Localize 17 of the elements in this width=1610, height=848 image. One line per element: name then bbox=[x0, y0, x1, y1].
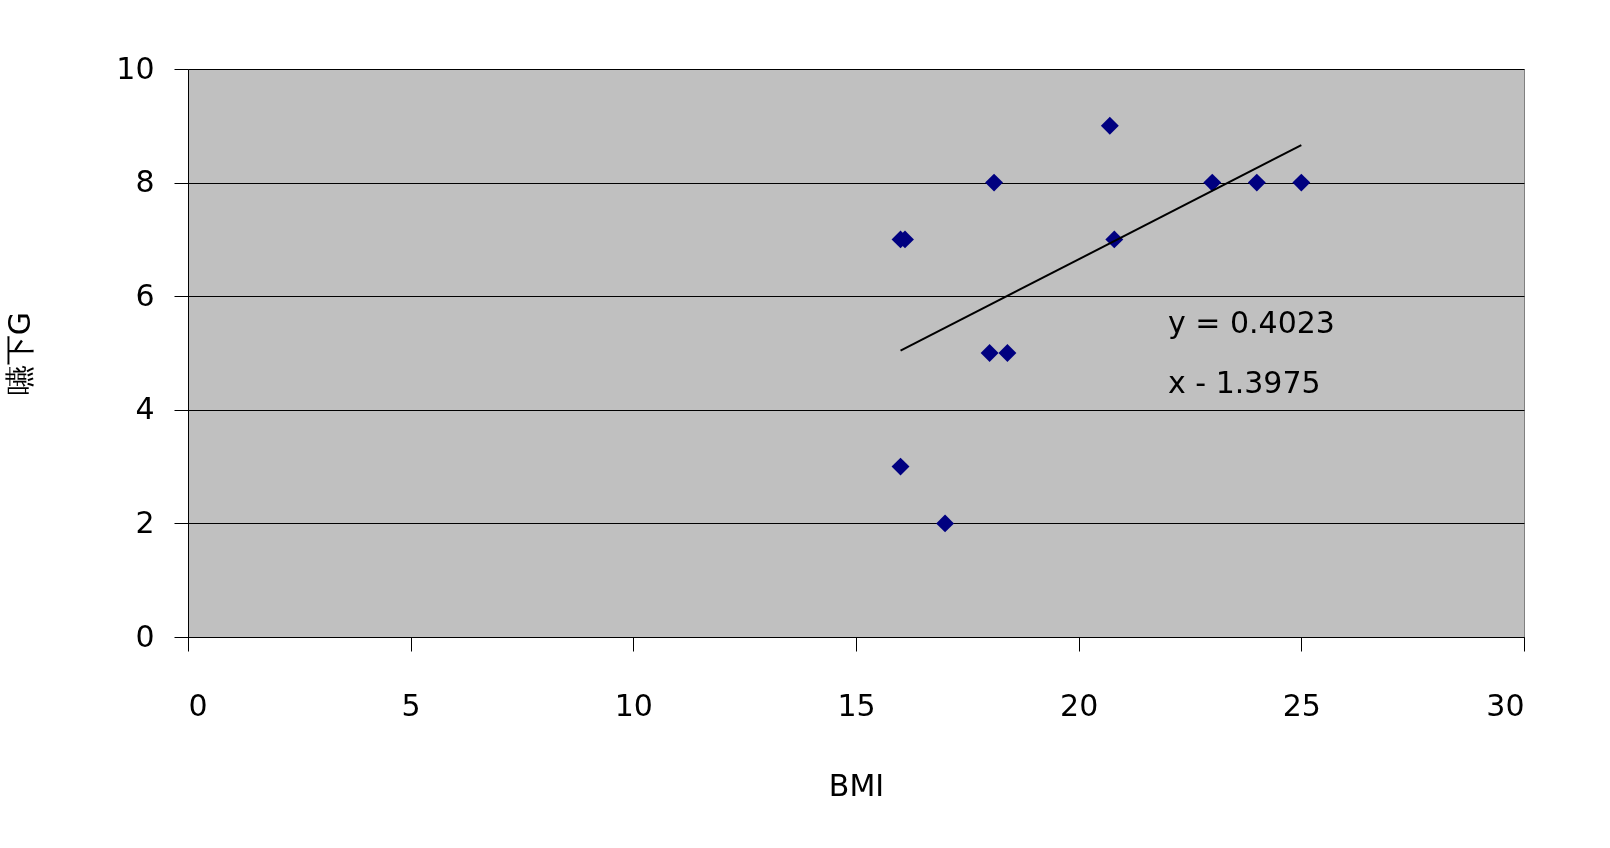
y-tick-label: 2 bbox=[135, 504, 155, 540]
x-tick-label: 0 bbox=[188, 687, 208, 723]
x-axis-title: BMI bbox=[828, 767, 885, 803]
x-tick-label: 25 bbox=[1282, 687, 1321, 723]
y-tick-label: 10 bbox=[116, 50, 155, 86]
y-tick-label: 0 bbox=[135, 618, 155, 654]
x-tick-label: 5 bbox=[401, 687, 421, 723]
y-tick-label: 4 bbox=[135, 391, 155, 427]
y-tick-label: 8 bbox=[135, 164, 155, 200]
y-axis-title: 嚥下G bbox=[2, 311, 38, 396]
y-tick-label: 6 bbox=[135, 277, 155, 313]
annotation: x - 1.3975 bbox=[1168, 365, 1321, 400]
x-tick-label: 10 bbox=[614, 687, 653, 723]
x-tick-label: 15 bbox=[837, 687, 876, 723]
x-tick-label: 20 bbox=[1060, 687, 1099, 723]
annotation: y = 0.4023 bbox=[1168, 305, 1335, 340]
x-tick-label: 30 bbox=[1486, 687, 1525, 723]
